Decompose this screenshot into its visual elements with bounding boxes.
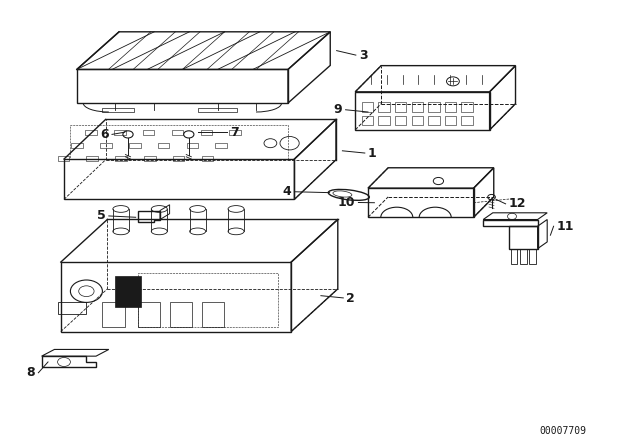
Bar (412, 116, 423, 125)
Bar (461, 116, 473, 125)
Bar (158, 143, 170, 148)
Bar (445, 102, 456, 112)
Bar (378, 116, 390, 125)
Bar (461, 102, 473, 112)
Text: 1: 1 (368, 147, 377, 160)
Bar (115, 156, 127, 161)
Text: 4: 4 (282, 185, 291, 198)
Text: 8: 8 (27, 366, 35, 379)
Bar (395, 102, 406, 112)
Bar (58, 156, 69, 161)
Text: 5: 5 (97, 209, 106, 223)
Bar (378, 102, 390, 112)
Text: 9: 9 (334, 103, 342, 116)
Bar (216, 143, 227, 148)
Bar (129, 143, 141, 148)
Bar (144, 156, 156, 161)
Bar (85, 129, 97, 135)
Bar (200, 129, 212, 135)
Bar (428, 102, 440, 112)
Text: 11: 11 (557, 220, 574, 233)
Bar (202, 156, 213, 161)
Text: 2: 2 (346, 292, 355, 306)
Text: 00007709: 00007709 (540, 426, 587, 436)
Bar (362, 102, 373, 112)
Bar (143, 129, 154, 135)
Bar (445, 116, 456, 125)
Text: 12: 12 (509, 197, 526, 211)
Bar (362, 116, 373, 125)
Bar (100, 143, 112, 148)
Text: 10: 10 (338, 196, 355, 209)
Bar (428, 116, 440, 125)
Bar (114, 129, 125, 135)
Bar (173, 156, 184, 161)
Bar (86, 156, 98, 161)
Text: 3: 3 (359, 48, 367, 62)
Bar (229, 129, 241, 135)
Bar (172, 129, 183, 135)
Text: 6: 6 (100, 128, 109, 141)
Bar (187, 143, 198, 148)
Text: 7: 7 (230, 125, 239, 139)
Bar (412, 102, 423, 112)
Bar (395, 116, 406, 125)
Polygon shape (115, 276, 141, 307)
Bar (72, 143, 83, 148)
